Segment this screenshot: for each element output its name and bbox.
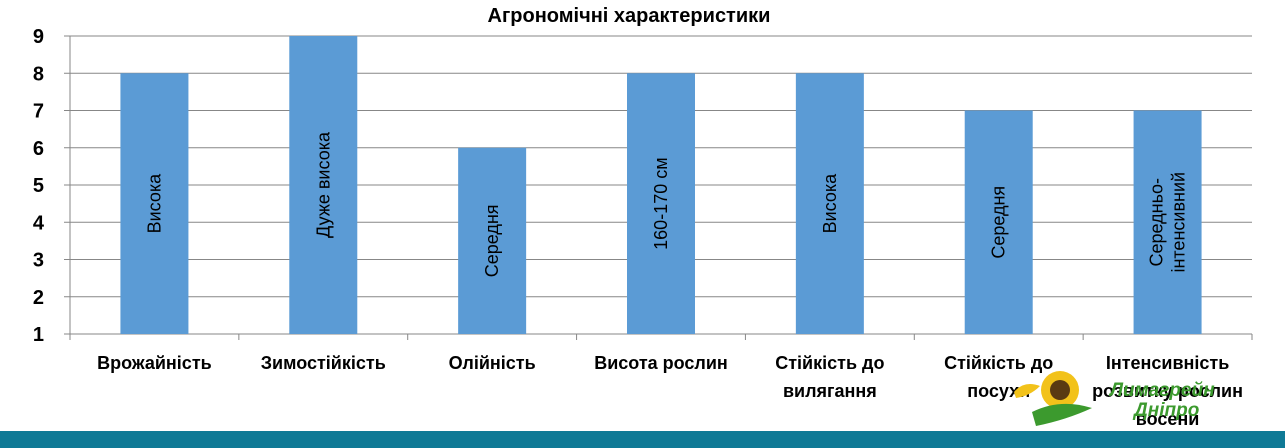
bar-data-label: Висока: [144, 173, 164, 234]
logo-text-line2: Дніпро: [1132, 400, 1199, 421]
y-tick-label: 6: [33, 138, 44, 160]
x-axis-ticks: Врожайність Зимостійкість Олійність Висота …: [97, 353, 1243, 429]
bar: [289, 36, 358, 334]
bar-data-label-line: Середня: [989, 186, 1009, 259]
y-axis-ticks: 1 2 3 4 5 6 7 8 9: [33, 26, 45, 346]
bar-data-label: Дуже висока: [313, 131, 333, 238]
y-tick-label: 8: [33, 63, 44, 85]
footer-stripe: [0, 431, 1285, 448]
x-tick-label: Стійкість до: [944, 353, 1053, 373]
bar-data-label-line: Дуже висока: [313, 131, 333, 238]
bar-data-label-line: Середньо-: [1147, 178, 1167, 266]
x-tick-label: посухи: [967, 381, 1030, 401]
data-labels: Висока Дуже висока Середня 160-170 см Висока…: [144, 131, 1188, 277]
bar: [458, 147, 527, 334]
chart-title: Агрономічні характеристики: [488, 5, 771, 27]
bar-data-label: Середня: [989, 186, 1009, 259]
company-logo: Лимагрейн Дніпро: [1014, 371, 1215, 426]
bar-data-label: Середньо-інтенсивний: [1147, 172, 1189, 273]
y-tick-label: 4: [33, 212, 45, 234]
bar-data-label-line: Середня: [482, 204, 502, 277]
bar: [1133, 110, 1202, 334]
bar-data-label-line: 160-170 см: [651, 157, 671, 249]
bar-data-label: 160-170 см: [651, 157, 671, 249]
bar: [627, 73, 695, 334]
x-tick-label: розвитку рослин: [1092, 381, 1243, 401]
bar-data-label: Висока: [820, 173, 840, 234]
logo-text-line1: Лимагрейн: [1108, 380, 1215, 401]
bar: [795, 73, 864, 334]
y-tick-label: 2: [33, 287, 44, 309]
sunflower-icon: [1041, 371, 1079, 409]
x-tick-label: Інтенсивність: [1106, 353, 1229, 373]
y-tick-label: 9: [33, 26, 44, 48]
y-tick-label: 7: [33, 101, 44, 123]
bar-data-label: Середня: [482, 204, 502, 277]
bars: [120, 36, 1202, 334]
x-tick-label: Стійкість до: [775, 353, 884, 373]
leaf-hand-icon: [1032, 403, 1092, 426]
y-tick-label: 5: [33, 175, 44, 197]
bar: [964, 110, 1033, 334]
bar-data-label-line: інтенсивний: [1169, 172, 1189, 273]
x-tick-label: восени: [1136, 409, 1200, 429]
y-tick-label: 3: [33, 250, 44, 272]
bar: [120, 73, 189, 334]
x-tick-label: Врожайність: [97, 353, 212, 373]
x-tick-label: вилягання: [783, 381, 877, 401]
x-tick-label: Висота рослин: [594, 353, 728, 373]
y-tick-label: 1: [33, 324, 44, 346]
bar-data-label-line: Висока: [820, 173, 840, 234]
x-tick-label: Олійність: [449, 353, 536, 373]
x-tick-label: Зимостійкість: [261, 353, 386, 373]
bar-data-label-line: Висока: [144, 173, 164, 234]
